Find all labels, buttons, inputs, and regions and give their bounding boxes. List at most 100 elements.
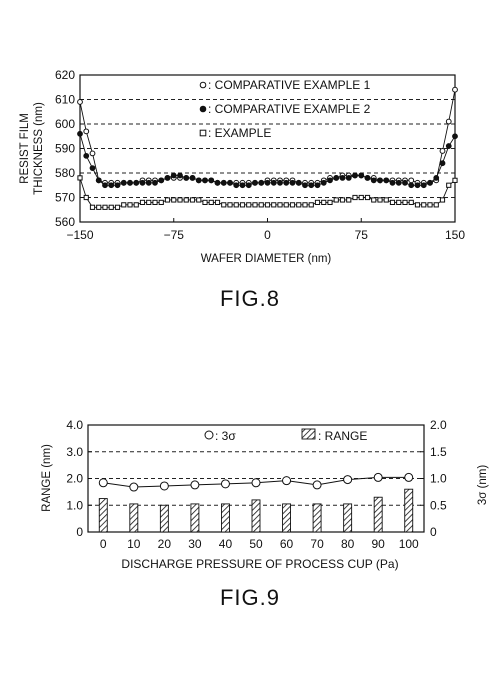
data-point — [427, 179, 433, 186]
x-tick-label: 0 — [264, 228, 271, 242]
data-point — [370, 177, 377, 184]
data-point — [445, 118, 452, 125]
data-point — [252, 179, 258, 186]
data-point — [420, 182, 427, 189]
data-point — [402, 199, 408, 206]
figure-9: RANGE (nm) 3σ (nm) DISCHARGE PRESSURE OF… — [0, 400, 500, 630]
bar — [159, 504, 169, 533]
legend-label: : COMPARATIVE EXAMPLE 2 — [208, 102, 371, 116]
data-point — [83, 128, 90, 135]
data-point — [220, 479, 230, 489]
data-point — [446, 182, 452, 188]
data-point — [439, 160, 446, 167]
figure-8-caption: FIG.8 — [219, 286, 280, 311]
data-point — [314, 199, 321, 206]
bar — [373, 496, 383, 533]
x-tick-label: 50 — [249, 537, 263, 551]
data-point — [227, 179, 233, 186]
data-point — [177, 172, 183, 179]
legend-label: : EXAMPLE — [208, 126, 271, 140]
legend-marker — [204, 430, 214, 440]
y-tick-label: 4.0 — [66, 418, 83, 432]
data-point — [183, 175, 190, 181]
legend-label: : COMPARATIVE EXAMPLE 1 — [208, 78, 371, 92]
data-point — [364, 194, 371, 201]
data-point — [120, 179, 127, 186]
legend-marker — [199, 105, 207, 113]
bar-series — [98, 488, 414, 533]
data-point — [227, 202, 233, 208]
x-tick-label: 90 — [372, 537, 386, 551]
data-point — [129, 482, 139, 492]
x-tick-label: 0 — [100, 537, 107, 551]
data-point — [383, 177, 390, 184]
data-point — [314, 182, 321, 189]
bar — [343, 503, 353, 533]
y-tick-label: 2.0 — [66, 472, 83, 486]
data-point — [421, 202, 427, 208]
data-point — [170, 172, 177, 179]
data-point — [208, 199, 214, 206]
data-point — [302, 202, 308, 208]
x-tick-label: 20 — [158, 537, 172, 551]
data-point — [371, 197, 377, 203]
y2-tick-label: 1.0 — [430, 472, 447, 486]
figure-9-caption: FIG.9 — [219, 585, 280, 610]
y-axis-label: RANGE (nm) — [41, 444, 53, 512]
data-point — [327, 199, 333, 206]
x-tick-label: 150 — [445, 228, 465, 242]
data-point — [264, 179, 271, 186]
data-point — [343, 475, 353, 485]
y2-tick-label: 1.5 — [430, 445, 447, 459]
data-point — [433, 175, 440, 181]
y-tick-label: 1.0 — [66, 498, 83, 512]
data-point — [189, 197, 196, 203]
data-point — [282, 476, 292, 486]
data-point — [295, 179, 302, 186]
bar — [251, 499, 261, 533]
data-point — [364, 175, 371, 181]
y2-tick-label: 0.5 — [430, 498, 447, 512]
data-point — [195, 177, 202, 184]
data-point — [220, 179, 227, 186]
data-point — [296, 202, 302, 208]
data-point — [77, 99, 83, 105]
data-point — [383, 197, 389, 203]
data-point — [233, 202, 239, 208]
y-tick-label: 580 — [55, 166, 75, 180]
data-point — [373, 472, 383, 482]
data-point — [127, 202, 133, 208]
y-tick-label: 590 — [55, 142, 75, 156]
data-point — [145, 179, 152, 186]
y-tick-label: 610 — [55, 93, 75, 107]
data-point — [77, 175, 83, 181]
data-point — [164, 175, 171, 181]
data-point — [439, 197, 446, 203]
bar — [190, 503, 200, 533]
data-point — [258, 179, 265, 186]
data-point — [251, 478, 261, 488]
data-point — [396, 199, 402, 206]
data-point — [408, 177, 415, 184]
x-axis-label: DISCHARGE PRESSURE OF PROCESS CUP (Pa) — [121, 557, 398, 571]
x-tick-label: 30 — [188, 537, 202, 551]
data-point — [258, 202, 264, 208]
data-point — [339, 175, 346, 181]
data-point — [239, 182, 246, 189]
data-point — [289, 202, 296, 208]
data-point — [333, 197, 339, 203]
x-tick-label: 60 — [280, 537, 294, 551]
data-point — [352, 194, 358, 201]
data-point — [389, 199, 396, 206]
figure-9-chart: RANGE (nm) 3σ (nm) DISCHARGE PRESSURE OF… — [41, 418, 489, 571]
data-point — [277, 179, 283, 186]
series-3 — [77, 175, 458, 210]
data-point — [408, 199, 414, 206]
legend-label: : RANGE — [318, 429, 367, 443]
data-point — [196, 197, 202, 203]
data-point — [159, 481, 169, 491]
data-point — [208, 177, 215, 184]
data-point — [358, 194, 364, 201]
data-point — [245, 182, 252, 189]
bar — [221, 503, 230, 533]
